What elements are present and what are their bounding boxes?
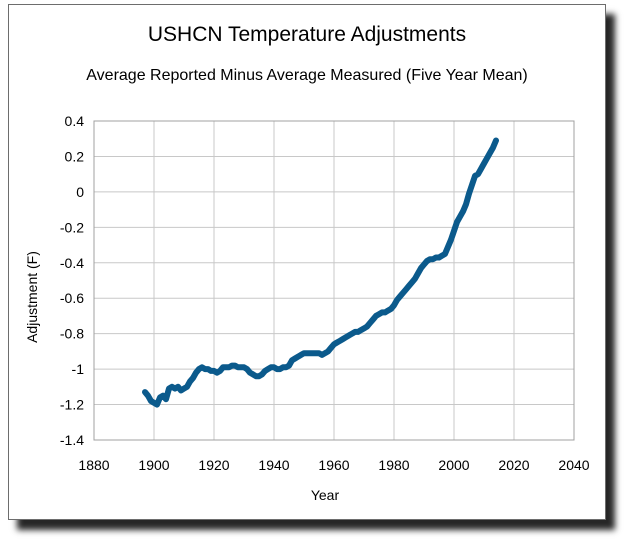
y-tick-label: -0.4: [60, 255, 84, 271]
y-tick-label: -1: [72, 361, 85, 377]
y-tick-label: 0.4: [65, 113, 85, 129]
y-tick-label: -0.8: [60, 326, 84, 342]
x-tick-label: 1940: [258, 457, 289, 473]
x-tick-label: 1920: [198, 457, 229, 473]
y-tick-label: 0.2: [65, 148, 85, 164]
series-layer: [142, 137, 499, 408]
x-tick-label: 2020: [498, 457, 529, 473]
series-line: [142, 137, 499, 408]
chart-subtitle: Average Reported Minus Average Measured …: [86, 67, 528, 84]
y-tick-label: -1.4: [60, 432, 84, 448]
plot-area: [93, 120, 575, 441]
x-tick-label: 1880: [78, 457, 109, 473]
x-tick-label: 1960: [318, 457, 349, 473]
x-tick-label: 2000: [438, 457, 469, 473]
y-tick-label: 0: [76, 184, 84, 200]
x-tick-label: 1900: [138, 457, 169, 473]
y-tick-label: -1.2: [60, 397, 84, 413]
y-axis-ticks: 0.4 0.2 0 -0.2 -0.4 -0.6 -0.8 -1 -1.2 -1.4: [60, 113, 84, 448]
chart-frame: USHCN Temperature Adjustments Average Re…: [8, 4, 606, 520]
y-tick-label: -0.2: [60, 219, 84, 235]
x-axis-label: Year: [311, 487, 340, 503]
y-axis-label: Adjustment (F): [24, 251, 40, 343]
chart-title: USHCN Temperature Adjustments: [147, 23, 467, 46]
x-axis-ticks: 1880 1900 1920 1940 1960 1980 2000 2020 2040: [78, 457, 589, 473]
x-tick-label: 1980: [378, 457, 409, 473]
x-tick-label: 2040: [558, 457, 589, 473]
y-tick-label: -0.6: [60, 290, 84, 306]
